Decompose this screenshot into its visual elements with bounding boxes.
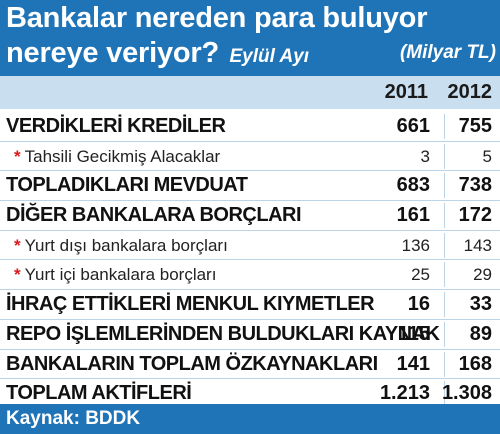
value-2011: 1.213 — [380, 379, 446, 408]
row-label-text: Yurt dışı bankalara borçları — [24, 235, 228, 255]
table-row: REPO İŞLEMLERİNDEN BULDUKLARI KAYNAK 115… — [0, 320, 500, 350]
row-label-text: REPO İŞLEMLERİNDEN BULDUKLARI KAYNAK — [6, 322, 440, 345]
table-row: DİĞER BANKALARA BORÇLARI 161 172 — [0, 201, 500, 231]
header-banner: Bankalar nereden para buluyor nereye ver… — [0, 0, 500, 76]
table-row: BANKALARIN TOPLAM ÖZKAYNAKLARI 141 168 — [0, 350, 500, 380]
value-2012: 172 — [458, 204, 492, 227]
value-2011: 683 — [397, 171, 446, 200]
value-2011: 661 — [397, 112, 446, 141]
asterisk-marker: * — [14, 265, 21, 285]
value-2012: 738 — [458, 174, 492, 197]
row-label: VERDİKLERİ KREDİLER — [6, 112, 226, 141]
row-label: BANKALARIN TOPLAM ÖZKAYNAKLARI — [6, 350, 378, 379]
unit-label: (Milyar TL) — [399, 42, 496, 63]
row-label: * Yurt içi bankalara borçları — [14, 260, 216, 289]
table-row: TOPLAM AKTİFLERİ 1.213 1.308 — [0, 379, 500, 409]
value-2012: 755 — [458, 115, 492, 137]
title-line-2: nereye veriyor? — [6, 37, 220, 69]
value-2012: 29 — [473, 265, 492, 285]
row-label-text: İHRAÇ ETTİKLERİ MENKUL KIYMETLER — [6, 293, 375, 316]
column-header-2011: 2011 — [384, 81, 428, 103]
value-2012: 143 — [463, 235, 492, 255]
table-row: TOPLADIKLARI MEVDUAT 683 738 — [0, 171, 500, 202]
row-label-text: TOPLAM AKTİFLERİ — [6, 382, 192, 405]
period-label: Eylül Ayı — [229, 46, 310, 67]
value-2012: 168 — [458, 352, 492, 375]
table-body: VERDİKLERİ KREDİLER 661 755 * Tahsili Gec… — [0, 112, 500, 409]
table-row: * Tahsili Gecikmiş Alacaklar 3 5 — [0, 142, 500, 172]
value-2011: 136 — [402, 231, 446, 260]
column-header-2012: 2012 — [447, 81, 493, 103]
value-2012: 89 — [469, 322, 492, 345]
row-label: * Yurt dışı bankalara borçları — [14, 231, 228, 260]
value-2012: 33 — [469, 293, 492, 316]
row-label-text: Tahsili Gecikmiş Alacaklar — [24, 146, 221, 166]
row-label-text: Yurt içi bankalara borçları — [24, 265, 217, 285]
value-2011: 161 — [397, 201, 446, 230]
value-2012: 5 — [482, 146, 492, 166]
row-label-text: VERDİKLERİ KREDİLER — [6, 115, 226, 137]
value-2011: 16 — [408, 290, 446, 319]
row-label: * Tahsili Gecikmiş Alacaklar — [14, 142, 220, 171]
value-2011: 141 — [397, 350, 446, 379]
row-label: REPO İŞLEMLERİNDEN BULDUKLARI KAYNAK — [6, 320, 440, 349]
year-header-bar: 2011 2012 — [0, 76, 500, 109]
row-label-text: DİĞER BANKALARA BORÇLARI — [6, 204, 302, 227]
title-line-1: Bankalar nereden para buluyor — [6, 2, 428, 34]
footer-banner: Kaynak: BDDK — [0, 404, 500, 434]
asterisk-marker: * — [14, 146, 21, 166]
row-label: DİĞER BANKALARA BORÇLARI — [6, 201, 302, 230]
table-row: VERDİKLERİ KREDİLER 661 755 — [0, 112, 500, 142]
title-line-2-container: nereye veriyor? Eylül Ayı (Milyar TL) — [6, 36, 496, 75]
table-row: * Yurt dışı bankalara borçları 136 143 — [0, 231, 500, 261]
row-label: İHRAÇ ETTİKLERİ MENKUL KIYMETLER — [6, 290, 375, 319]
row-label: TOPLADIKLARI MEVDUAT — [6, 171, 248, 200]
row-label-text: BANKALARIN TOPLAM ÖZKAYNAKLARI — [6, 352, 378, 375]
table-row: İHRAÇ ETTİKLERİ MENKUL KIYMETLER 16 33 — [0, 290, 500, 320]
value-2011: 115 — [398, 320, 446, 349]
source-label: Kaynak: BDDK — [6, 408, 141, 429]
value-2011: 3 — [421, 142, 447, 171]
row-label: TOPLAM AKTİFLERİ — [6, 379, 192, 408]
value-2012: 1.308 — [441, 382, 492, 405]
value-2011: 25 — [411, 260, 445, 289]
table-row: * Yurt içi bankalara borçları 25 29 — [0, 260, 500, 291]
row-label-text: TOPLADIKLARI MEVDUAT — [6, 174, 248, 197]
asterisk-marker: * — [14, 235, 21, 255]
